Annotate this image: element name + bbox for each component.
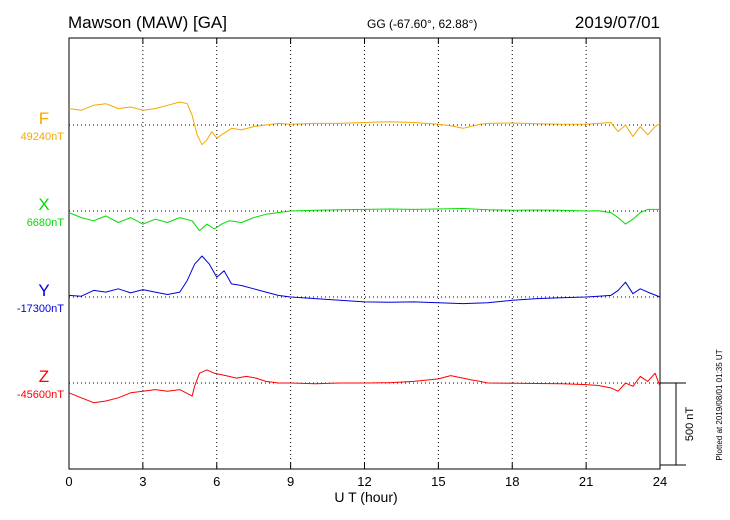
x-tick-label-0: 0	[65, 474, 72, 489]
x-tick-label-6: 6	[213, 474, 220, 489]
series-Z-line	[68, 369, 661, 404]
series-X-line	[68, 208, 660, 232]
scale-bar-label: 500 nT	[684, 407, 696, 442]
plotted-timestamp: Plotted at 2019/08/01 01:35 UT	[715, 349, 724, 460]
scale-bar: 500 nT	[660, 382, 696, 466]
x-tick-label-9: 9	[287, 474, 294, 489]
series-layer	[68, 101, 661, 404]
series-Y-name: Y	[38, 281, 49, 300]
station-coordinates: GG (-67.60°, 62.88°)	[367, 17, 477, 31]
series-F-baseline-label: 49240nT	[21, 131, 65, 143]
x-tick-label-15: 15	[431, 474, 445, 489]
x-axis-label: U T (hour)	[334, 489, 397, 505]
x-tick-label-12: 12	[357, 474, 371, 489]
station-title: Mawson (MAW) [GA]	[68, 13, 227, 32]
series-Y-baseline-label: -17300nT	[17, 303, 64, 315]
series-Z-name: Z	[39, 367, 49, 386]
x-tick-label-18: 18	[505, 474, 519, 489]
series-Y-line	[68, 255, 661, 305]
x-tick-label-24: 24	[653, 474, 667, 489]
x-tick-label-3: 3	[139, 474, 146, 489]
series-F-line	[68, 101, 661, 146]
series-X-name: X	[38, 195, 49, 214]
grid-lines	[69, 38, 660, 469]
series-labels: F 49240nT X 6680nT Y -17300nT Z -45600nT	[17, 109, 64, 401]
x-axis: 0 3 6 9 12 15 18 21 24	[65, 38, 667, 489]
x-tick-label-21: 21	[579, 474, 593, 489]
series-F-name: F	[39, 109, 49, 128]
series-Z-baseline-label: -45600nT	[17, 389, 64, 401]
series-X-baseline-label: 6680nT	[27, 217, 65, 229]
plot-date: 2019/07/01	[575, 13, 660, 32]
